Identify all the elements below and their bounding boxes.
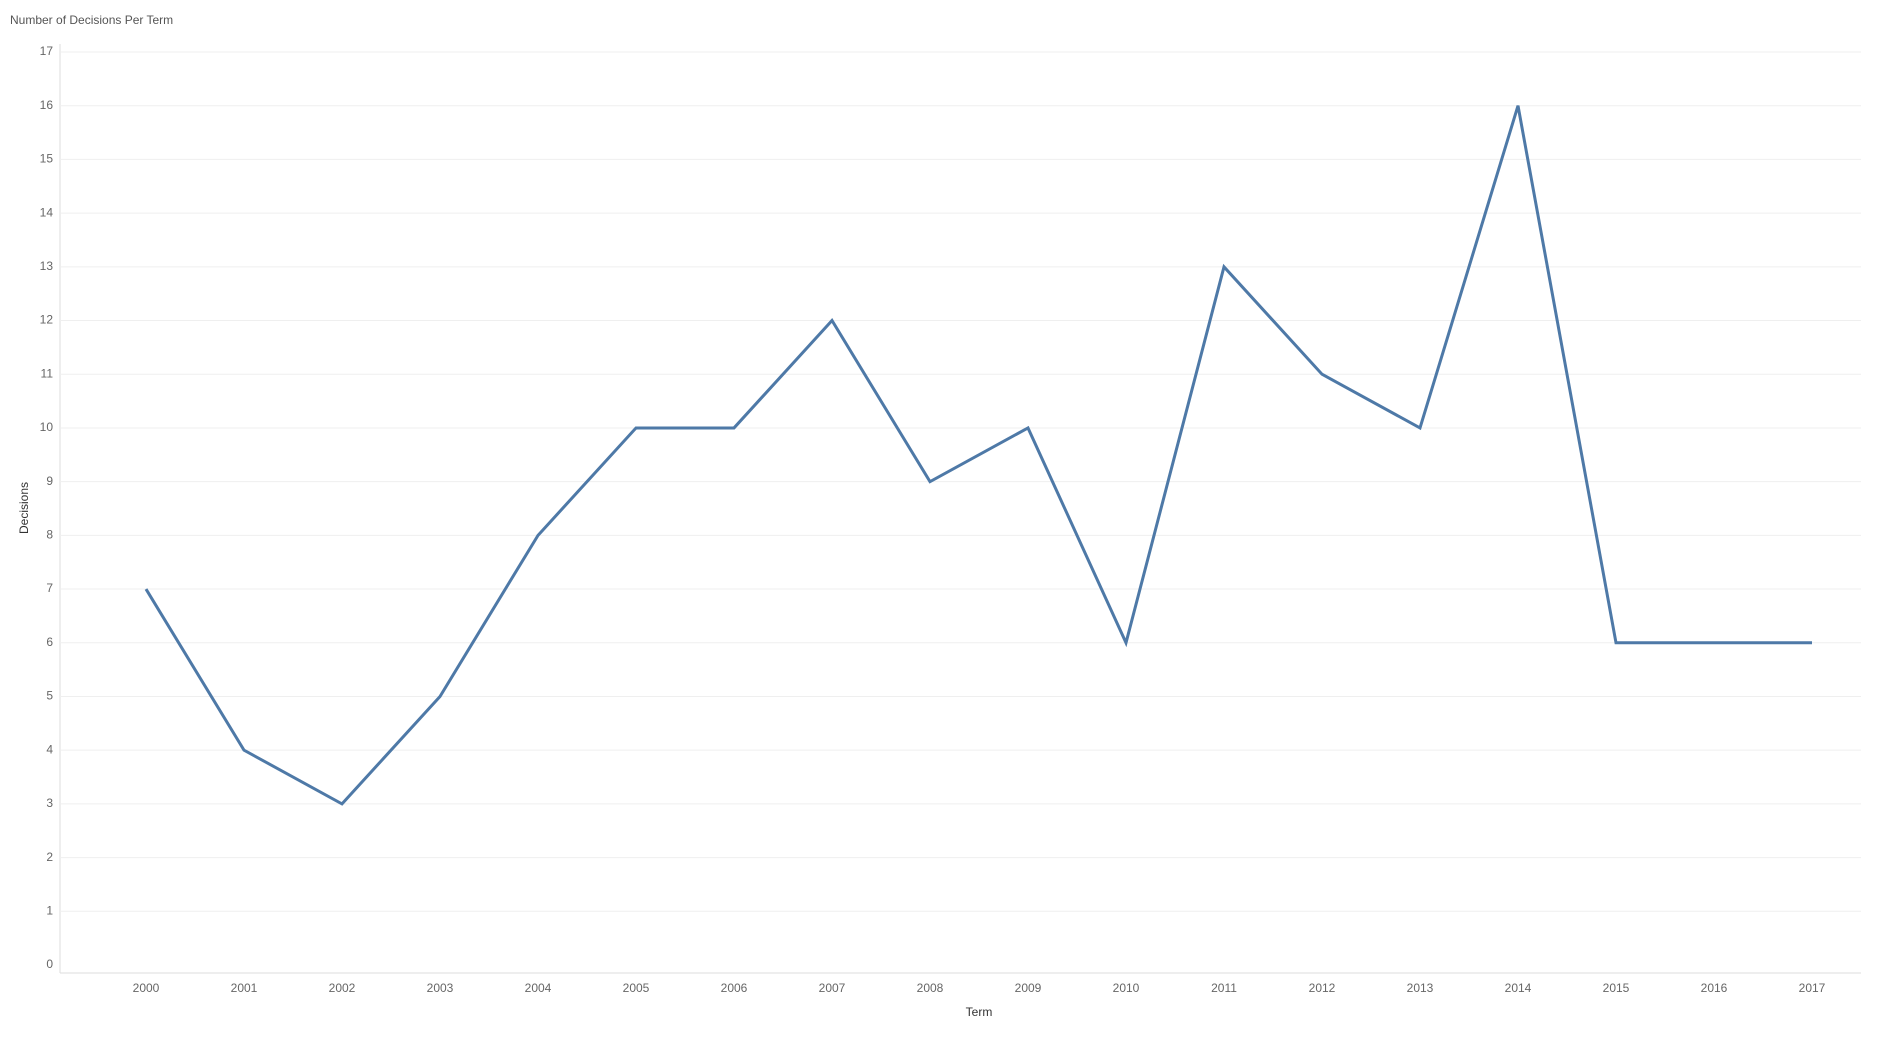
y-tick-label: 8 bbox=[46, 528, 53, 542]
x-tick-label: 2008 bbox=[917, 981, 944, 995]
chart-title: Number of Decisions Per Term bbox=[10, 13, 173, 27]
x-tick-label: 2009 bbox=[1015, 981, 1042, 995]
x-tick-label: 2002 bbox=[329, 981, 356, 995]
data-line bbox=[144, 105, 1812, 806]
y-tick-label: 9 bbox=[46, 474, 53, 488]
y-tick-label: 12 bbox=[40, 313, 54, 327]
y-tick-label: 0 bbox=[46, 957, 53, 971]
y-tick-label: 10 bbox=[40, 420, 54, 434]
y-tick-label: 1 bbox=[46, 903, 53, 917]
y-axis-label: Decisions bbox=[17, 482, 31, 534]
x-tick-label: 2013 bbox=[1407, 981, 1434, 995]
y-tick-label: 16 bbox=[40, 98, 54, 112]
x-tick-label: 2017 bbox=[1799, 981, 1826, 995]
x-tick-label: 2015 bbox=[1603, 981, 1630, 995]
x-tick-label: 2006 bbox=[721, 981, 748, 995]
x-tick-label: 2001 bbox=[231, 981, 258, 995]
y-tick-label: 7 bbox=[46, 581, 53, 595]
x-tick-label: 2007 bbox=[819, 981, 846, 995]
x-axis-label: Term bbox=[966, 1005, 993, 1019]
y-tick-label: 6 bbox=[46, 635, 53, 649]
y-tick-label: 15 bbox=[40, 152, 54, 166]
x-tick-label: 2003 bbox=[427, 981, 454, 995]
x-tick-label: 2016 bbox=[1701, 981, 1728, 995]
x-tick-label: 2004 bbox=[525, 981, 552, 995]
y-tick-label: 17 bbox=[40, 44, 54, 58]
y-tick-label: 11 bbox=[41, 366, 54, 380]
y-tick-label: 14 bbox=[40, 205, 54, 219]
x-tick-label: 2014 bbox=[1505, 981, 1532, 995]
y-tick-label: 4 bbox=[46, 742, 53, 756]
x-tick-label: 2010 bbox=[1113, 981, 1140, 995]
x-tick-label: 2012 bbox=[1309, 981, 1336, 995]
y-tick-label: 5 bbox=[46, 689, 53, 703]
y-tick-label: 2 bbox=[46, 850, 53, 864]
x-tick-label: 2000 bbox=[133, 981, 160, 995]
y-tick-label: 3 bbox=[46, 796, 53, 810]
y-tick-label: 13 bbox=[40, 259, 54, 273]
x-tick-label: 2005 bbox=[623, 981, 650, 995]
x-tick-label: 2011 bbox=[1211, 981, 1237, 995]
